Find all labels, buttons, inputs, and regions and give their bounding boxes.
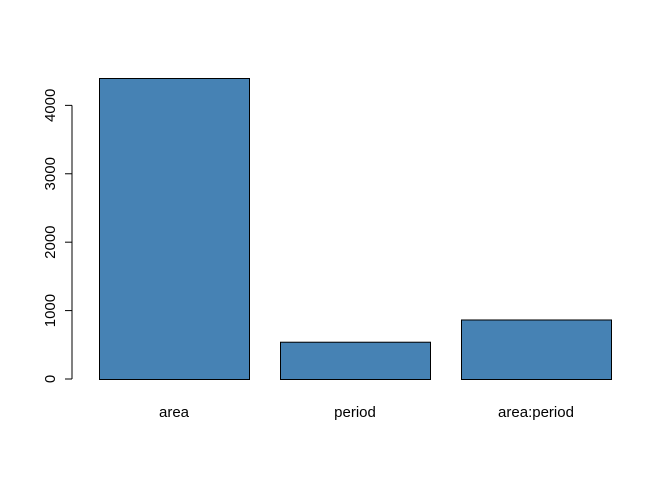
x-category-label: area bbox=[159, 404, 190, 421]
x-category-label: period bbox=[334, 404, 376, 421]
y-tick-label: 3000 bbox=[42, 157, 59, 190]
bar-area bbox=[99, 78, 250, 380]
y-tick-label: 2000 bbox=[42, 225, 59, 258]
bar-period bbox=[280, 341, 431, 380]
y-tick-label: 1000 bbox=[42, 294, 59, 327]
bar-area-period bbox=[461, 319, 612, 381]
y-tick-label: 0 bbox=[42, 375, 59, 383]
y-tick-label: 4000 bbox=[42, 89, 59, 122]
bars bbox=[99, 78, 612, 381]
x-category-label: area:period bbox=[498, 404, 574, 421]
x-axis-labels: area period area:period bbox=[159, 404, 574, 421]
y-axis: 0 1000 2000 3000 4000 bbox=[42, 89, 73, 383]
